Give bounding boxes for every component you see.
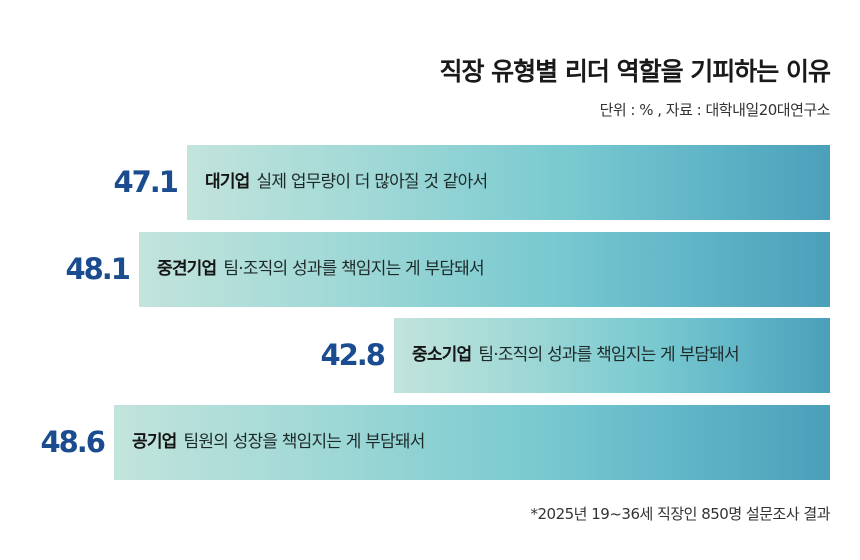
footnote: *2025년 19~36세 직장인 850명 설문조사 결과 bbox=[530, 505, 831, 523]
bar-row-public-company: 48.6 공기업 팀원의 성장을 책임지는 게 부담돼서 bbox=[0, 405, 860, 480]
bar: 중소기업 팀·조직의 성과를 책임지는 게 부담돼서 bbox=[394, 318, 830, 393]
bar: 공기업 팀원의 성장을 책임지는 게 부담돼서 bbox=[114, 405, 830, 480]
bar-value: 48.1 bbox=[65, 252, 131, 286]
unit-source-label: 단위 : % , 자료 : 대학내일20대연구소 bbox=[599, 101, 831, 119]
reason-label: 팀·조직의 성과를 책임지는 게 부담돼서 bbox=[478, 345, 739, 365]
bar: 중견기업 팀·조직의 성과를 책임지는 게 부담돼서 bbox=[139, 232, 830, 307]
category-label: 공기업 bbox=[132, 432, 177, 452]
chart-title: 직장 유형별 리더 역할을 기피하는 이유 bbox=[439, 57, 831, 86]
bar-row-midsize-company: 48.1 중견기업 팀·조직의 성과를 책임지는 게 부담돼서 bbox=[0, 232, 860, 307]
bar: 대기업 실제 업무량이 더 많아질 것 같아서 bbox=[187, 145, 830, 220]
category-label: 대기업 bbox=[205, 172, 250, 192]
category-label: 중견기업 bbox=[157, 259, 217, 279]
bar-label: 대기업 실제 업무량이 더 많아질 것 같아서 bbox=[205, 145, 489, 220]
reason-label: 팀원의 성장을 책임지는 게 부담돼서 bbox=[183, 432, 426, 452]
reason-label: 실제 업무량이 더 많아질 것 같아서 bbox=[256, 172, 489, 192]
bar-value: 47.1 bbox=[113, 165, 179, 199]
bar-value: 42.8 bbox=[320, 338, 386, 372]
bar-row-small-company: 42.8 중소기업 팀·조직의 성과를 책임지는 게 부담돼서 bbox=[0, 318, 860, 393]
category-label: 중소기업 bbox=[412, 345, 472, 365]
bar-label: 중소기업 팀·조직의 성과를 책임지는 게 부담돼서 bbox=[412, 318, 740, 393]
reason-label: 팀·조직의 성과를 책임지는 게 부담돼서 bbox=[223, 259, 484, 279]
bar-value: 48.6 bbox=[40, 425, 106, 459]
bar-row-large-company: 47.1 대기업 실제 업무량이 더 많아질 것 같아서 bbox=[0, 145, 860, 220]
bar-label: 중견기업 팀·조직의 성과를 책임지는 게 부담돼서 bbox=[157, 232, 485, 307]
bar-label: 공기업 팀원의 성장을 책임지는 게 부담돼서 bbox=[132, 405, 425, 480]
